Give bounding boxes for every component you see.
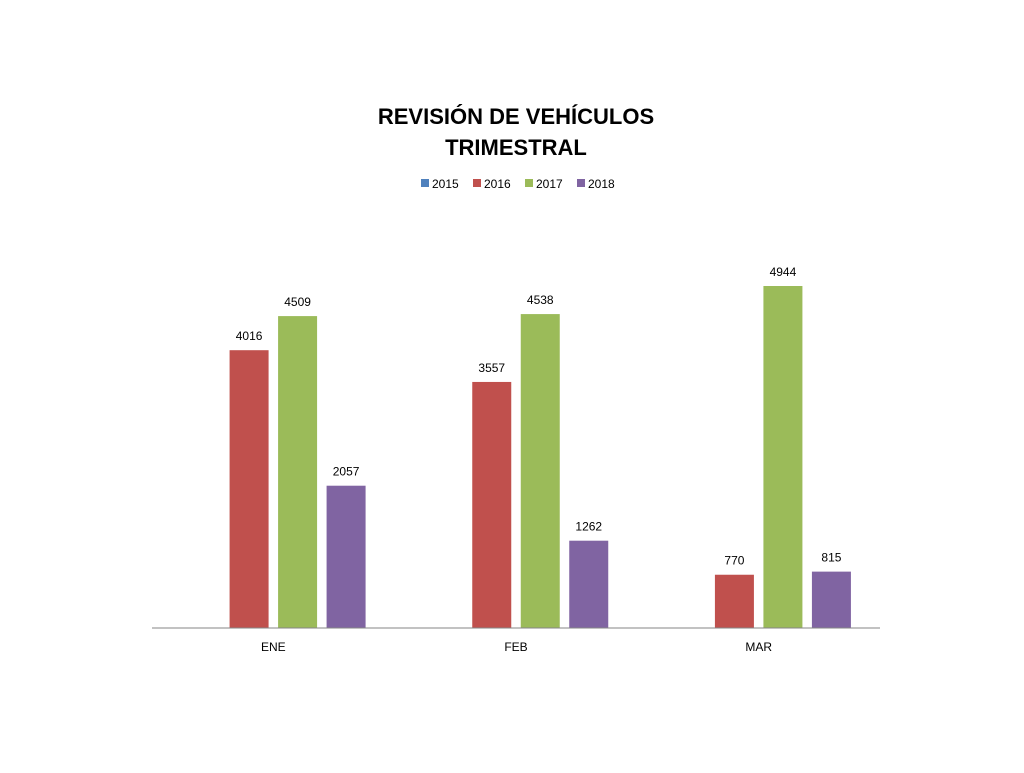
bar-ene-2016 — [229, 350, 269, 628]
legend-swatch-2016 — [473, 179, 481, 187]
legend-label-2016: 2016 — [484, 177, 511, 191]
bar-mar-2018 — [811, 571, 851, 628]
bar-ene-2018 — [326, 485, 366, 628]
bar-mar-2017 — [763, 286, 803, 628]
data-label-mar-2016: 770 — [724, 554, 744, 568]
bar-ene-2017 — [278, 316, 318, 628]
legend: 2015 2016 2017 2018 — [421, 177, 615, 191]
data-label-ene-2017: 4509 — [284, 295, 311, 309]
bar-mar-2016 — [714, 574, 754, 628]
data-label-feb-2016: 3557 — [478, 361, 505, 375]
x-tick-label-ene: ENE — [261, 640, 286, 654]
data-label-ene-2016: 4016 — [236, 329, 263, 343]
legend-label-2015: 2015 — [432, 177, 459, 191]
bar-feb-2016 — [472, 381, 512, 628]
x-tick-label-feb: FEB — [504, 640, 527, 654]
x-tick-label-mar: MAR — [745, 640, 772, 654]
legend-label-2018: 2018 — [588, 177, 615, 191]
legend-swatch-2017 — [525, 179, 533, 187]
legend-swatch-2015 — [421, 179, 429, 187]
chart-title-line-2: TRIMESTRAL — [445, 135, 587, 160]
bars-group — [229, 286, 851, 628]
data-label-feb-2017: 4538 — [527, 293, 554, 307]
data-label-ene-2018: 2057 — [333, 465, 360, 479]
chart-title-line-1: REVISIÓN DE VEHÍCULOS — [378, 104, 654, 129]
data-label-mar-2018: 815 — [821, 551, 841, 565]
x-tick-labels-group: ENE FEB MAR — [261, 640, 772, 654]
bar-feb-2017 — [520, 314, 560, 628]
data-label-feb-2018: 1262 — [575, 520, 602, 534]
legend-swatch-2018 — [577, 179, 585, 187]
legend-label-2017: 2017 — [536, 177, 563, 191]
data-labels-group: 4016 4509 2057 3557 4538 1262 770 4944 815 — [236, 265, 842, 568]
data-label-mar-2017: 4944 — [770, 265, 797, 279]
bar-feb-2018 — [569, 540, 609, 628]
